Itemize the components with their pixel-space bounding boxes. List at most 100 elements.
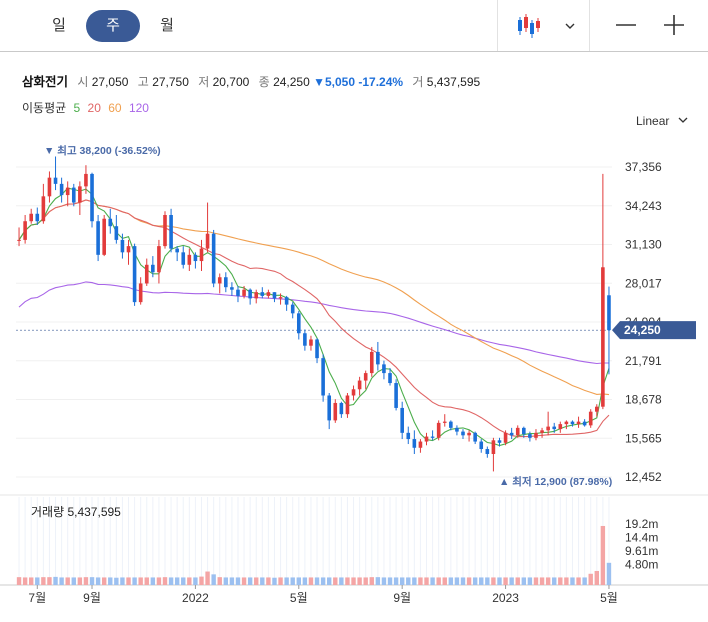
candle-body [327,395,332,421]
volume-bar [217,577,222,585]
ma-20-line [18,199,610,438]
zoom-in-button[interactable] [654,8,694,44]
candle-body [169,214,173,249]
candle-body [53,177,58,184]
candle-body [108,218,113,227]
period-toolbar: 일 주 월 [0,0,708,52]
volume-bar [77,577,83,585]
candle-body [211,233,216,284]
candle-body [467,432,471,436]
candle-body [461,431,465,436]
volume-bar [539,577,545,585]
low-annotation: ▲ 최저 12,900 (87.98%) [499,475,612,488]
candle-body [309,339,313,346]
volume-bar [418,577,423,585]
volume-bar [47,577,52,585]
change-percent: -17.24% [358,75,404,89]
volume-bar [174,577,180,585]
volume-value: 5,437,595 [426,75,481,89]
volume-bar [509,577,514,585]
volume-bar [235,577,241,585]
ma-60-line [18,199,610,396]
candle-body [607,295,611,331]
volume-bar [442,577,447,585]
volume-bar [308,577,314,585]
candle-body [187,254,192,265]
chart-type-button[interactable] [505,8,587,44]
candle-body [248,289,252,299]
volume-bar [193,577,198,585]
candle-body [497,440,502,443]
ma-120: 120 [128,101,149,115]
candle-body [528,434,532,438]
candle-body [290,304,295,314]
volume-bar [266,577,271,585]
chevron-down-icon [678,117,688,123]
candle-body [449,421,453,428]
candle-body [144,264,149,284]
low-label: 저 [198,75,210,89]
scale-select[interactable]: Linear [636,114,689,128]
volume-bar [229,577,235,585]
volume-bar [199,576,204,585]
candle-body [479,441,484,450]
candle-body [272,292,277,299]
candle-body [473,432,477,442]
volume-bar [497,577,502,585]
candle-body [418,441,423,448]
candle-body [126,246,131,253]
volume-bar [168,577,174,585]
volume-bar [545,577,551,585]
candle-body [90,173,94,222]
open-label: 시 [77,75,89,89]
volume-bar [564,577,569,585]
close-value: 24,250 [273,75,310,89]
candle-body [351,389,356,396]
volume-bar [588,573,593,585]
volume-bar [278,577,283,585]
volume-tick-label: 19.2m [625,517,658,531]
candle-body [17,239,21,241]
volume-bar [345,577,350,585]
candle-body [254,292,259,299]
candle-body [78,186,82,203]
volume-bar [59,577,64,585]
candle-body [260,292,265,296]
price-tick-label: 37,356 [625,160,662,174]
volume-bar [369,577,374,585]
volume-bar [521,577,527,585]
volume-bar [101,577,107,585]
candle-body [205,233,210,249]
volume-bar [387,577,393,585]
price-axis: 37,35634,24331,13028,01724,90421,79118,6… [625,160,662,484]
volume-bar [65,577,70,585]
candle-body [455,427,459,432]
candle-body [491,440,496,454]
tab-monthly[interactable]: 월 [160,17,174,34]
volume-bar [570,577,575,585]
candle-body [59,183,64,196]
candle-body [369,351,374,374]
moving-average-legend[interactable]: 이동평균 5 20 60 120 [22,99,149,116]
volume-tick-label: 4.80m [625,558,658,572]
x-tick-label: 2022 [182,591,209,605]
close-label: 종 [258,75,270,89]
candle-body [217,277,222,284]
volume-bar [223,577,229,585]
price-tick-label: 34,243 [625,199,662,213]
candle-body [65,187,70,196]
toolbar-divider [589,0,590,51]
minus-icon [616,24,636,26]
candle-body [266,292,271,296]
volume-bar [375,577,381,585]
candle-body [515,427,520,436]
zoom-out-button[interactable] [606,8,646,44]
tab-daily[interactable]: 일 [52,17,66,34]
tab-weekly[interactable]: 주 [86,10,140,42]
high-label: 고 [137,75,149,89]
volume-bar [393,577,399,585]
price-info: 삼화전기 시 27,050 고 27,750 저 20,700 종 24,250… [22,71,480,90]
current-price-label: 24,250 [624,323,661,337]
